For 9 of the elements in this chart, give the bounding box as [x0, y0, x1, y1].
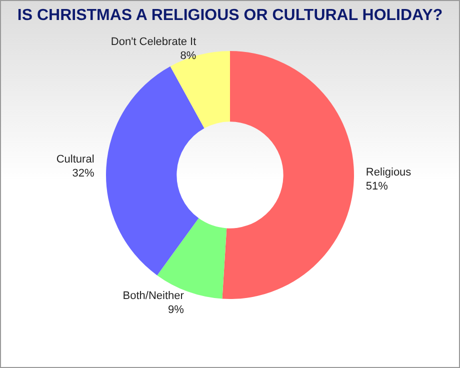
slice-label: Religious — [366, 166, 412, 178]
data-label: 9% — [168, 304, 184, 316]
slice-label: Cultural — [56, 153, 94, 166]
data-label: 51% — [366, 180, 388, 192]
slice-label: Don't Celebrate It — [110, 36, 196, 48]
slice-label: Both/Neither — [122, 290, 184, 302]
data-label: 8% — [180, 50, 196, 62]
chart-title: IS CHRISTMAS A RELIGIOUS OR CULTURAL HOLIDAY? — [16, 7, 444, 25]
data-label: 32% — [72, 167, 94, 180]
